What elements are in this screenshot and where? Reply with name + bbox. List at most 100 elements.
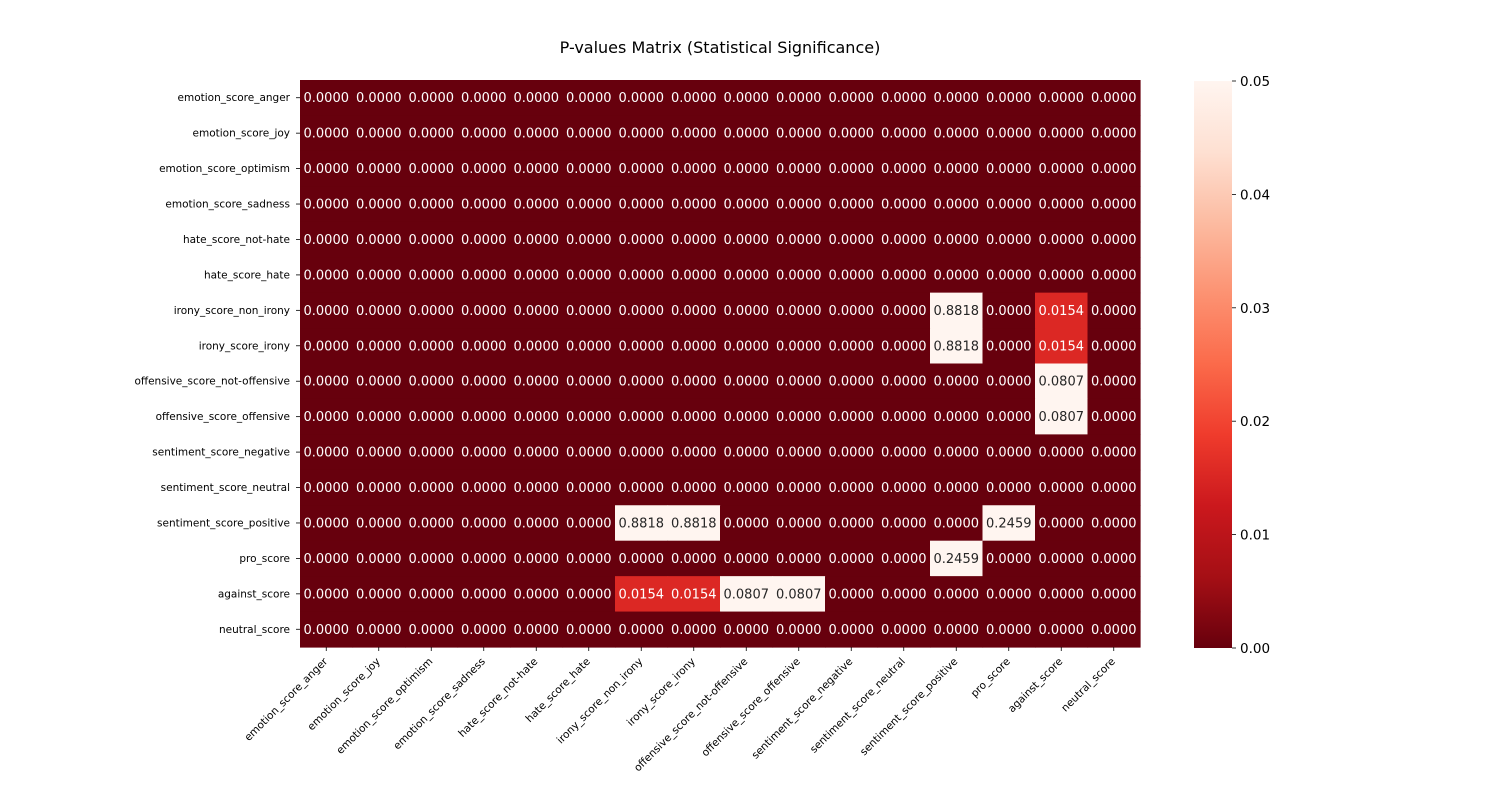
cell-value-12-11: 0.0000 [881, 516, 927, 531]
cell-value-5-6: 0.0000 [619, 268, 665, 283]
heatmap-cell-12-10 [825, 505, 879, 542]
cell-value-12-6: 0.8818 [619, 516, 665, 531]
heatmap-cell-6-9 [772, 292, 826, 329]
heatmap-cell-8-11 [877, 363, 931, 400]
cell-value-6-4: 0.0000 [514, 304, 560, 319]
cell-value-15-6: 0.0000 [619, 623, 665, 638]
colorbar-tick-label-2: 0.02 [1240, 414, 1270, 430]
cell-value-3-9: 0.0000 [776, 198, 822, 213]
cell-value-12-1: 0.0000 [356, 516, 402, 531]
heatmap-cell-13-14 [1035, 540, 1089, 577]
heatmap-cell-12-6 [615, 505, 669, 542]
cell-value-13-4: 0.0000 [514, 552, 560, 567]
cell-value-6-0: 0.0000 [304, 304, 350, 319]
cell-value-0-2: 0.0000 [409, 91, 455, 106]
heatmap-cell-14-13 [982, 576, 1036, 613]
heatmap-cell-10-6 [615, 434, 669, 471]
heatmap-cell-5-3 [457, 257, 511, 294]
y-tick-label-10: sentiment_score_negative [152, 447, 290, 459]
heatmap-cell-4-12 [930, 221, 984, 258]
cell-value-8-12: 0.0000 [934, 375, 980, 390]
y-tick-label-15: neutral_score [219, 624, 290, 636]
cell-value-0-13: 0.0000 [986, 91, 1032, 106]
heatmap-cell-15-0 [300, 611, 354, 648]
cell-value-13-15: 0.0000 [1091, 552, 1137, 567]
cell-value-9-5: 0.0000 [566, 410, 612, 425]
y-tick-label-14: against_score [218, 588, 290, 600]
heatmap-cell-9-10 [825, 398, 879, 435]
heatmap-cell-9-4 [510, 398, 564, 435]
cell-value-3-8: 0.0000 [724, 198, 770, 213]
cell-value-13-10: 0.0000 [829, 552, 875, 567]
heatmap-cell-11-10 [825, 469, 879, 506]
heatmap-cell-7-7 [667, 328, 721, 365]
y-tick-label-4: hate_score_not-hate [183, 234, 290, 246]
heatmap-cell-3-10 [825, 186, 879, 223]
heatmap-cell-4-0 [300, 221, 354, 258]
cell-value-11-9: 0.0000 [776, 481, 822, 496]
heatmap-cell-7-14 [1035, 328, 1089, 365]
heatmap-cell-11-6 [615, 469, 669, 506]
cell-value-8-11: 0.0000 [881, 375, 927, 390]
cell-value-9-15: 0.0000 [1091, 410, 1137, 425]
heatmap-cell-3-5 [562, 186, 616, 223]
cell-value-0-10: 0.0000 [829, 91, 875, 106]
cell-value-10-6: 0.0000 [619, 446, 665, 461]
heatmap-cell-7-3 [457, 328, 511, 365]
cell-value-14-8: 0.0807 [724, 587, 770, 602]
heatmap-cell-13-15 [1087, 540, 1141, 577]
heatmap-cell-15-8 [720, 611, 774, 648]
heatmap-cell-6-14 [1035, 292, 1089, 329]
cell-value-5-12: 0.0000 [934, 268, 980, 283]
heatmap-cell-5-15 [1087, 257, 1141, 294]
y-tick-label-13: pro_score [239, 553, 290, 565]
heatmap-cell-11-7 [667, 469, 721, 506]
x-tick-label-0: emotion_score_anger [242, 655, 330, 743]
heatmap-cell-15-11 [877, 611, 931, 648]
colorbar-tick-label-1: 0.01 [1240, 528, 1270, 544]
heatmap-cell-13-5 [562, 540, 616, 577]
cell-value-3-7: 0.0000 [671, 198, 717, 213]
heatmap-cell-5-0 [300, 257, 354, 294]
heatmap-cell-13-2 [405, 540, 459, 577]
cell-value-1-14: 0.0000 [1039, 127, 1085, 142]
heatmap-cell-1-6 [615, 115, 669, 152]
heatmap-cell-8-10 [825, 363, 879, 400]
cell-value-0-3: 0.0000 [461, 91, 507, 106]
heatmap-cell-10-15 [1087, 434, 1141, 471]
cell-value-7-6: 0.0000 [619, 339, 665, 354]
cell-value-4-6: 0.0000 [619, 233, 665, 248]
heatmap-cell-0-3 [457, 80, 511, 117]
heatmap-cell-2-2 [405, 150, 459, 187]
cell-value-10-7: 0.0000 [671, 446, 717, 461]
heatmap-cell-3-15 [1087, 186, 1141, 223]
heatmap-cell-9-2 [405, 398, 459, 435]
cell-value-13-5: 0.0000 [566, 552, 612, 567]
heatmap-cell-5-8 [720, 257, 774, 294]
heatmap-cell-12-8 [720, 505, 774, 542]
cell-value-6-2: 0.0000 [409, 304, 455, 319]
heatmap-cell-13-4 [510, 540, 564, 577]
heatmap-cell-14-0 [300, 576, 354, 613]
cell-value-10-2: 0.0000 [409, 446, 455, 461]
heatmap-cell-4-4 [510, 221, 564, 258]
chart-title: P-values Matrix (Statistical Significanc… [560, 38, 881, 57]
cell-value-1-8: 0.0000 [724, 127, 770, 142]
heatmap-cell-8-9 [772, 363, 826, 400]
cell-value-7-11: 0.0000 [881, 339, 927, 354]
cell-value-7-0: 0.0000 [304, 339, 350, 354]
heatmap-cell-2-3 [457, 150, 511, 187]
cell-value-14-9: 0.0807 [776, 587, 822, 602]
heatmap-cell-9-7 [667, 398, 721, 435]
cell-value-11-14: 0.0000 [1039, 481, 1085, 496]
heatmap-cell-14-15 [1087, 576, 1141, 613]
heatmap-cell-1-1 [352, 115, 406, 152]
heatmap-cell-14-14 [1035, 576, 1089, 613]
heatmap-cell-3-4 [510, 186, 564, 223]
cell-value-4-11: 0.0000 [881, 233, 927, 248]
cell-value-14-3: 0.0000 [461, 587, 507, 602]
heatmap-cell-13-8 [720, 540, 774, 577]
heatmap-cell-1-8 [720, 115, 774, 152]
heatmap-cell-10-1 [352, 434, 406, 471]
heatmap-cell-5-10 [825, 257, 879, 294]
